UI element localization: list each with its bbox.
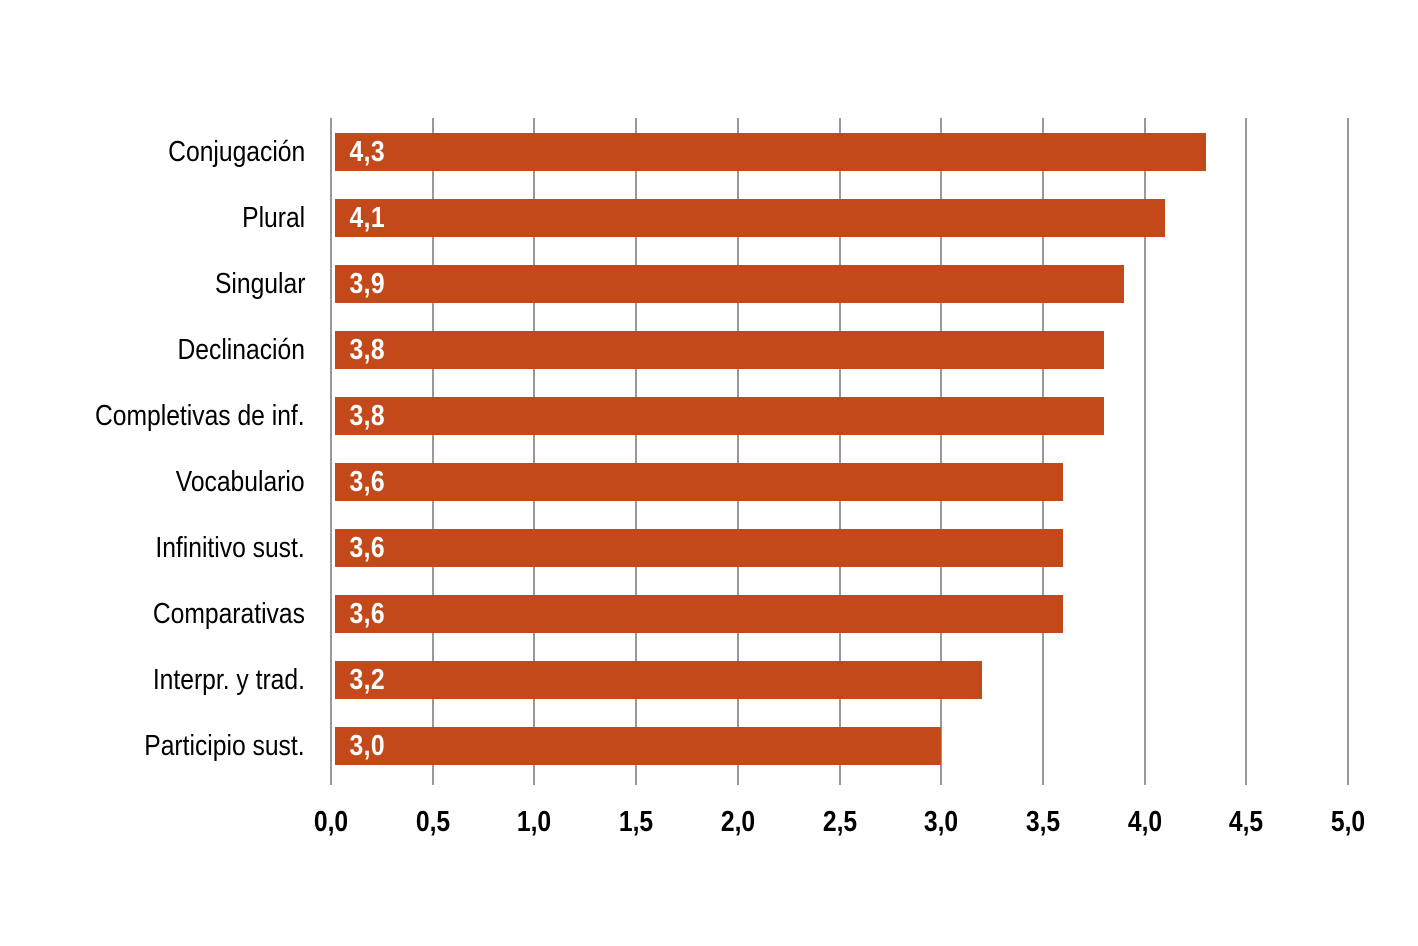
category-label-text: Singular xyxy=(214,267,305,300)
bar-row: 4,3 xyxy=(331,133,1348,171)
bar-row: 3,9 xyxy=(331,265,1348,303)
bar-value-label: 3,0 xyxy=(349,729,386,762)
bar-value-label: 3,6 xyxy=(349,465,386,498)
x-tick-label: 2,0 xyxy=(718,806,758,839)
category-label: Declinación xyxy=(0,331,305,369)
bar: 3,6 xyxy=(335,595,1064,633)
bar: 3,8 xyxy=(335,397,1104,435)
category-label-text: Completivas de inf. xyxy=(95,399,305,432)
bar-value-label: 3,8 xyxy=(349,399,386,432)
bar: 3,6 xyxy=(335,463,1064,501)
x-tick-label: 3,5 xyxy=(1023,806,1063,839)
plot-area: 4,3 4,1 3,9 3,8 3,8 3,6 3,6 3,6 3,2 3,0 xyxy=(331,118,1348,775)
x-tick-label-text: 5,0 xyxy=(1330,806,1366,838)
bar-row: 4,1 xyxy=(331,199,1348,237)
x-tick-label: 5,0 xyxy=(1328,806,1368,839)
bar-value-label: 3,6 xyxy=(349,597,386,630)
category-label: Singular xyxy=(0,265,305,303)
bar: 3,8 xyxy=(335,331,1104,369)
category-label: Infinitivo sust. xyxy=(0,529,305,567)
bar-value-label: 3,8 xyxy=(349,333,386,366)
bar-value-label: 3,2 xyxy=(349,663,386,696)
category-label-text: Participio sust. xyxy=(144,729,305,762)
x-tick-label: 3,0 xyxy=(921,806,961,839)
category-label-text: Comparativas xyxy=(152,597,305,630)
bar-row: 3,2 xyxy=(331,661,1348,699)
x-tick-label-text: 1,5 xyxy=(618,806,654,838)
category-label: Plural xyxy=(0,199,305,237)
x-tick-label-text: 4,5 xyxy=(1229,806,1264,838)
bar: 4,3 xyxy=(335,133,1206,171)
x-tick-label: 4,5 xyxy=(1226,806,1266,839)
bar-row: 3,6 xyxy=(331,463,1348,501)
x-tick-label: 0,0 xyxy=(311,806,351,839)
category-label-text: Conjugación xyxy=(167,135,305,168)
x-tick-label: 1,5 xyxy=(616,806,656,839)
bar-row: 3,0 xyxy=(331,727,1348,765)
x-tick-label-text: 1,0 xyxy=(517,806,552,838)
bar-row: 3,6 xyxy=(331,529,1348,567)
bar: 3,0 xyxy=(335,727,942,765)
x-tick-label-text: 0,0 xyxy=(313,806,349,838)
category-label: Comparativas xyxy=(0,595,305,633)
x-tick-label-text: 4,0 xyxy=(1127,806,1162,838)
bar-value-label: 3,9 xyxy=(349,267,386,300)
bar-value-label: 4,3 xyxy=(349,135,386,168)
category-label: Vocabulario xyxy=(0,463,305,501)
category-label: Interpr. y trad. xyxy=(0,661,305,699)
bar: 3,6 xyxy=(335,529,1064,567)
x-tick-label-text: 2,0 xyxy=(720,806,755,838)
category-label-text: Declinación xyxy=(177,333,305,366)
category-label-text: Infinitivo sust. xyxy=(155,531,305,564)
x-tick-label: 1,0 xyxy=(514,806,554,839)
category-label-text: Plural xyxy=(241,201,305,234)
bar-value-label: 4,1 xyxy=(349,201,386,234)
category-label-text: Interpr. y trad. xyxy=(152,663,305,696)
bar: 3,2 xyxy=(335,661,982,699)
bar-row: 3,8 xyxy=(331,331,1348,369)
x-tick-label-text: 0,5 xyxy=(415,806,450,838)
x-tick-label: 2,5 xyxy=(819,806,859,839)
x-tick-label-text: 2,5 xyxy=(822,806,857,838)
x-tick-label: 0,5 xyxy=(413,806,453,839)
bar-row: 3,6 xyxy=(331,595,1348,633)
bar: 3,9 xyxy=(335,265,1125,303)
category-label: Conjugación xyxy=(0,133,305,171)
x-tick-label-text: 3,5 xyxy=(1025,806,1061,838)
x-tick-label: 4,0 xyxy=(1124,806,1164,839)
category-label: Participio sust. xyxy=(0,727,305,765)
x-tick-label-text: 3,0 xyxy=(924,806,959,838)
bar-row: 3,8 xyxy=(331,397,1348,435)
category-label-text: Vocabulario xyxy=(176,465,305,498)
category-label: Completivas de inf. xyxy=(0,397,305,435)
bar-value-label: 3,6 xyxy=(349,531,386,564)
bar: 4,1 xyxy=(335,199,1165,237)
